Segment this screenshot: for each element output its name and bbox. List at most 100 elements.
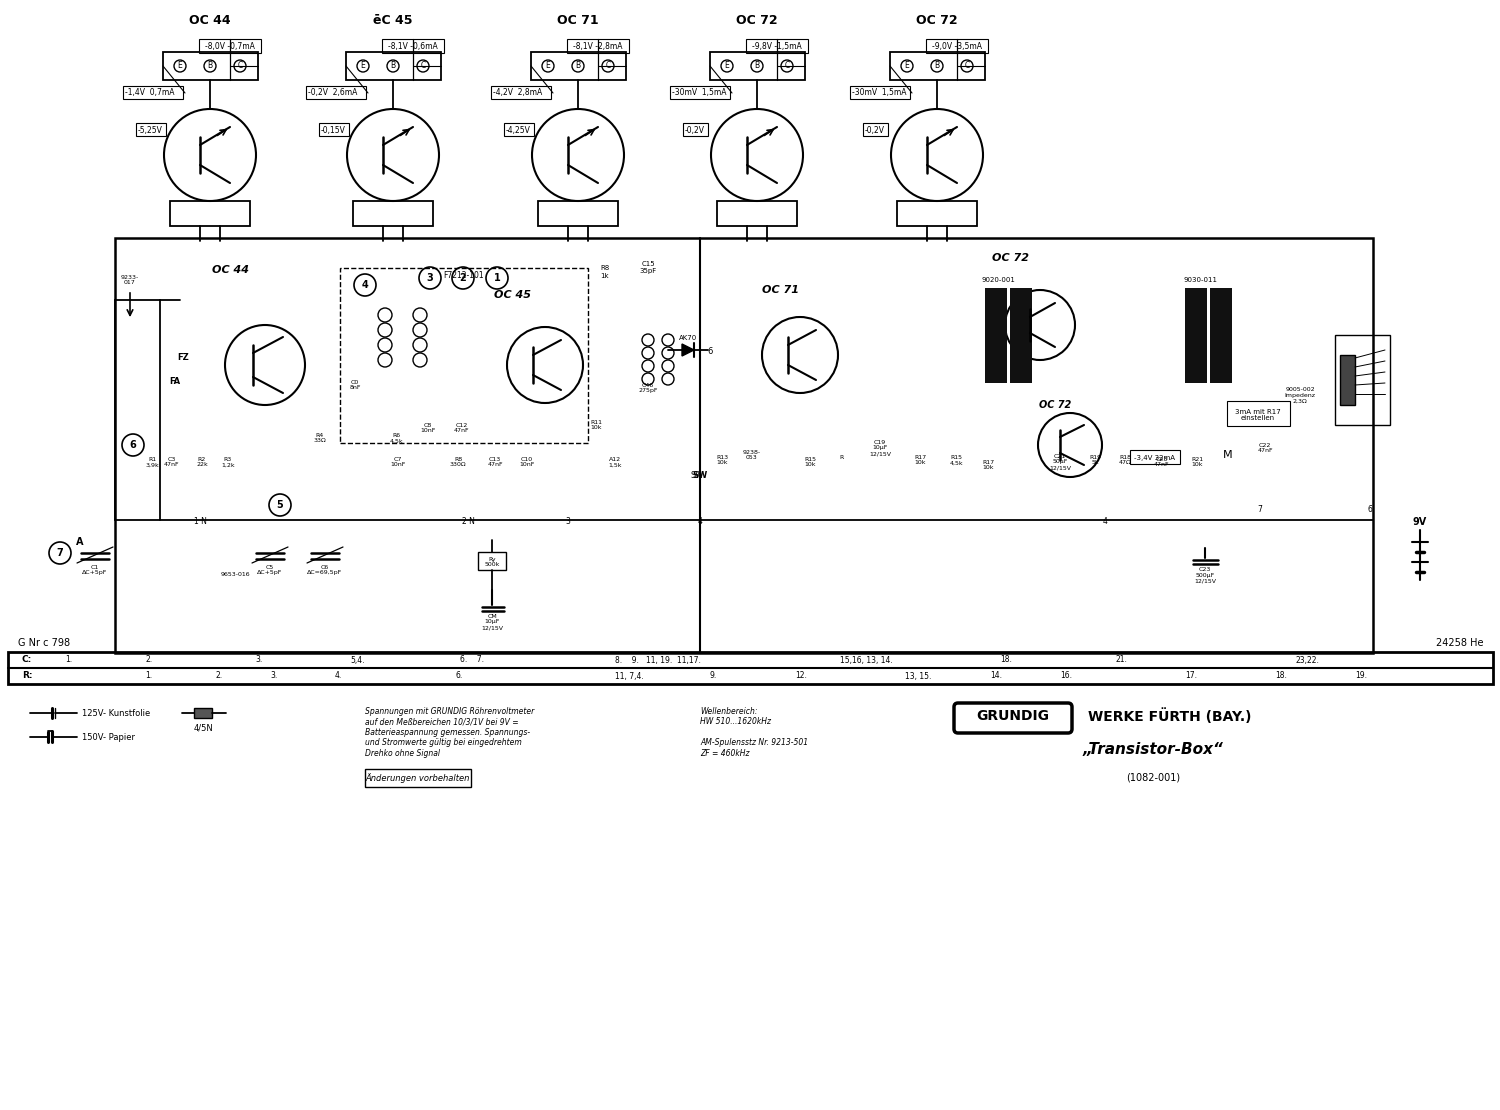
Text: 6.    7.: 6. 7. [460,656,484,665]
Bar [382,39,444,53]
Bar [1185,287,1208,383]
Text: R1
3,9k: R1 3,9k [146,456,159,467]
Text: R:: R: [22,672,33,680]
Text: -0,15V: -0,15V [321,125,346,134]
Text: C7
10nF: C7 10nF [390,456,405,467]
Text: C12
47nF: C12 47nF [454,423,470,433]
Text: R8
330Ω: R8 330Ω [450,456,466,467]
Text: C23
500μF
12/15V: C23 500μF 12/15V [1194,567,1216,583]
Text: „Transistor-Box“: „Transistor-Box“ [1083,743,1224,757]
Text: R11
10k: R11 10k [590,420,602,431]
Text: E: E [177,61,183,71]
Text: 2: 2 [459,273,466,283]
Text: F7212-101: F7212-101 [444,271,485,280]
Text: C46
275pF: C46 275pF [639,383,657,393]
Bar [123,85,183,99]
Text: R17
10k: R17 10k [914,455,926,465]
Text: R19
5k: R19 5k [1089,455,1101,465]
Text: ēC 45: ēC 45 [374,13,413,27]
Text: 9030-011: 9030-011 [1184,278,1216,283]
Text: -8,0V -0,7mA: -8,0V -0,7mA [206,42,255,51]
Text: -1,4V  0,7mA: -1,4V 0,7mA [124,89,174,98]
Bar [710,52,806,80]
Bar [538,201,618,226]
Text: 7: 7 [1257,505,1263,515]
Text: C22
47nF: C22 47nF [1257,443,1274,453]
Text: 9233-
017: 9233- 017 [122,274,140,285]
Text: E: E [546,61,550,71]
Text: 1 N: 1 N [194,517,207,526]
Text: C21
50μF
12/15V: C21 50μF 12/15V [1048,454,1071,471]
Text: C15
35pF: C15 35pF [639,262,657,274]
Text: 3.: 3. [270,672,278,680]
Text: R17
10k: R17 10k [982,460,994,471]
Bar [170,201,250,226]
Text: R6
4,5k: R6 4,5k [388,433,404,443]
Text: 5,4.: 5,4. [350,656,364,665]
Text: 4/5N: 4/5N [194,724,214,733]
Text: A12
1,5k: A12 1,5k [609,456,621,467]
Text: 3.: 3. [255,656,262,665]
Bar [746,39,808,53]
Text: 4: 4 [362,280,369,290]
Text: C19
10μF
12/15V: C19 10μF 12/15V [868,440,891,456]
Text: 9V: 9V [1413,517,1426,527]
Text: OC 71: OC 71 [762,285,798,295]
Text: OC 72: OC 72 [736,13,778,27]
Bar [717,201,797,226]
Text: 1: 1 [494,273,501,283]
Text: -9,8V -1,5mA: -9,8V -1,5mA [752,42,802,51]
Text: C:: C: [22,656,33,665]
Text: 13, 15.: 13, 15. [904,672,932,680]
Bar [478,552,506,571]
Text: 9020-001: 9020-001 [981,278,1016,283]
Text: 2.: 2. [214,672,222,680]
Polygon shape [682,344,694,356]
Bar [364,769,471,787]
Bar [200,39,261,53]
Text: M: M [1222,450,1233,460]
Text: 2.: 2. [146,656,152,665]
Text: WERKE FÜRTH (BAY.): WERKE FÜRTH (BAY.) [1088,708,1251,724]
Text: Wellenbereich:
HW 510...1620kHz

AM-Spulensstz Nr. 9213-501
ZF = 460kHz: Wellenbereich: HW 510...1620kHz AM-Spule… [700,707,808,758]
Text: 19.: 19. [1354,672,1366,680]
Bar [352,201,434,226]
Text: R3
1,2k: R3 1,2k [220,456,236,467]
Text: FZ: FZ [177,353,189,363]
Bar [890,52,986,80]
Text: 125V- Kunstfolie: 125V- Kunstfolie [82,708,150,717]
Text: -9,0V -3,5mA: -9,0V -3,5mA [932,42,982,51]
Text: 150V- Papier: 150V- Papier [82,733,135,741]
Text: C: C [420,61,426,71]
Bar [340,268,588,443]
Text: R8
1k: R8 1k [600,265,609,279]
Bar [320,123,350,137]
Bar [116,238,1373,653]
Text: R2
22k: R2 22k [196,456,208,467]
Text: A: A [76,537,84,547]
Text: C0
8nF: C0 8nF [350,380,360,391]
Text: FA: FA [170,377,180,386]
Text: -0,2V: -0,2V [865,125,885,134]
Text: -8,1V -0,6mA: -8,1V -0,6mA [388,42,438,51]
Text: 6.: 6. [454,672,462,680]
Text: 3mA mit R17
einstellen: 3mA mit R17 einstellen [1234,408,1281,422]
Bar [986,287,1006,383]
Bar [346,52,441,80]
Text: E: E [904,61,909,71]
Text: 12.: 12. [795,672,807,680]
Text: Spannungen mit GRUNDIG Röhrenvoltmeter
auf den Meßbereichen 10/3/1V bei 9V =
Bat: Spannungen mit GRUNDIG Röhrenvoltmeter a… [364,707,534,758]
Text: -8,1V -2,8mA: -8,1V -2,8mA [573,42,622,51]
Bar [194,708,211,718]
Text: 1.: 1. [64,656,72,665]
Text: 3: 3 [426,273,433,283]
Bar [1210,287,1231,383]
Text: OC 72: OC 72 [916,13,958,27]
Bar [926,39,988,53]
Text: 9238-
053: 9238- 053 [742,450,760,461]
Text: (1082-001): (1082-001) [1126,771,1180,783]
Text: -0,2V: -0,2V [686,125,705,134]
Text: 7: 7 [57,548,63,558]
Text: R4
33Ω: R4 33Ω [314,433,327,443]
Text: 6: 6 [129,440,136,450]
